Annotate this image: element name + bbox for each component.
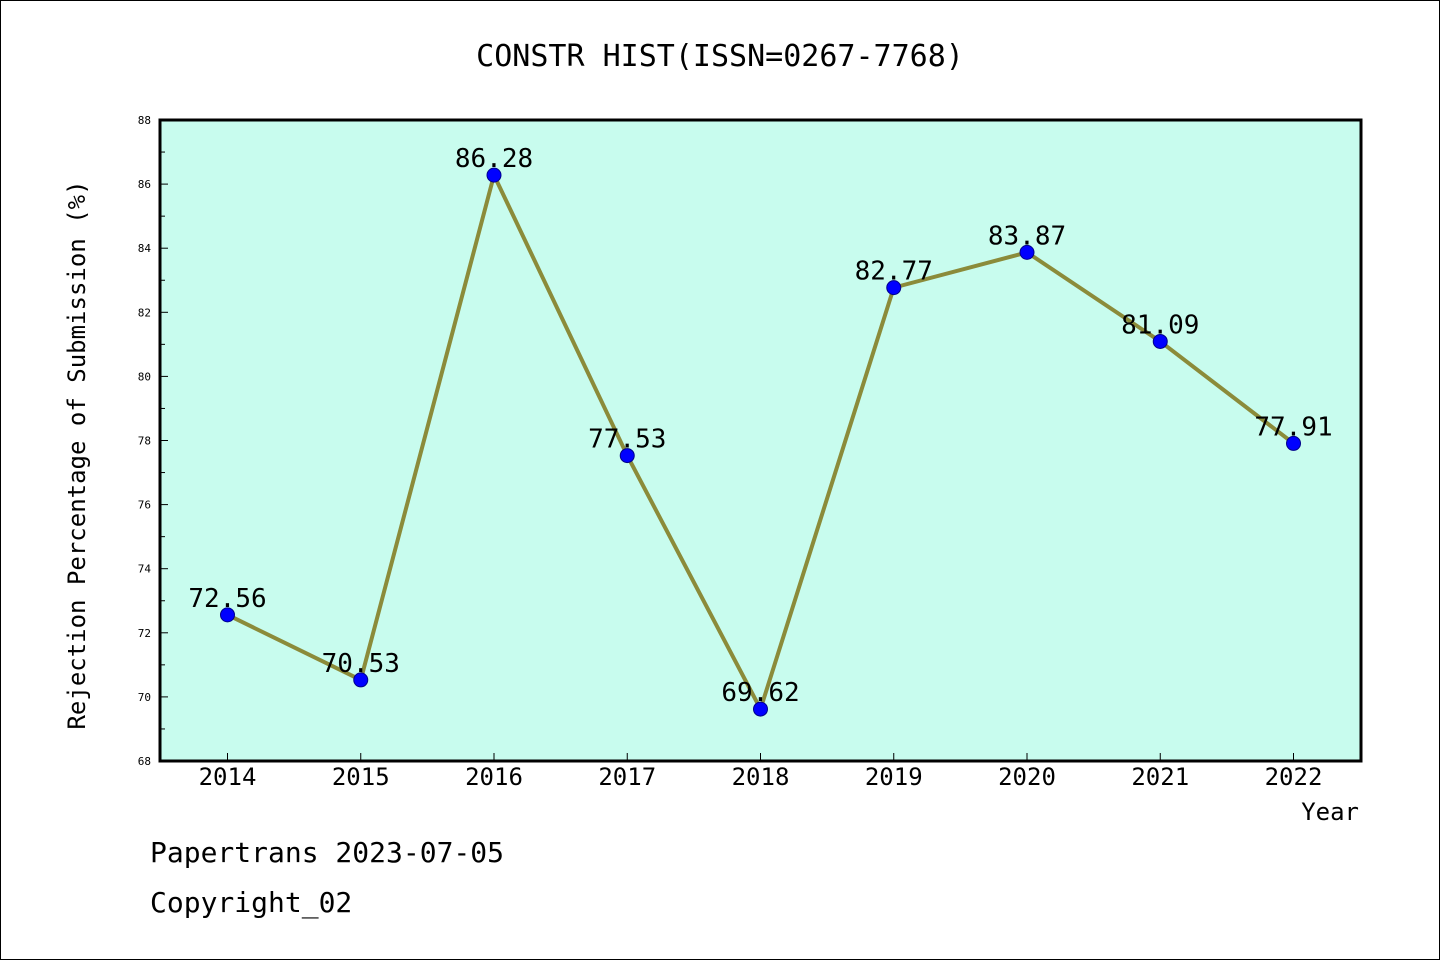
y-tick-label: 84 (138, 242, 152, 255)
x-axis: 2014 2015 2016 2017 2018 2019 2020 2021 2022 (199, 753, 1323, 791)
data-label: 70.53 (322, 649, 400, 679)
data-point (1019, 244, 1035, 260)
data-label: 72.56 (188, 584, 266, 614)
data-point (886, 280, 902, 296)
footer-date: Papertrans 2023-07-05 (150, 836, 505, 869)
data-point (753, 701, 768, 717)
data-label: 81.09 (1121, 310, 1199, 340)
y-tick-label: 74 (138, 563, 152, 576)
x-tick-label: 2016 (465, 763, 523, 791)
y-tick-label: 76 (138, 499, 151, 512)
data-point (1286, 435, 1301, 451)
x-tick-label: 2022 (1265, 763, 1323, 791)
x-tick-label: 2021 (1131, 763, 1189, 791)
data-point (619, 448, 635, 464)
y-tick-label: 80 (138, 370, 151, 383)
x-tick-label: 2020 (998, 763, 1056, 791)
data-label: 83.87 (988, 221, 1066, 251)
data-label: 82.77 (855, 257, 933, 287)
y-tick-label: 72 (138, 627, 151, 640)
y-tick-label: 88 (138, 114, 151, 127)
x-tick-label: 2018 (732, 763, 790, 791)
y-axis: 68 70 72 74 76 78 80 82 84 86 88 (138, 114, 168, 768)
data-point (1152, 333, 1168, 349)
chart-title: CONSTR HIST(ISSN=0267-7768) (476, 39, 964, 74)
y-tick-label: 68 (138, 755, 151, 768)
x-tick-label: 2015 (332, 763, 390, 791)
series: 72.56 70.53 86.28 77.53 69.62 82.77 83.87 81.09… (188, 144, 1333, 717)
data-label: 69.62 (721, 678, 799, 708)
data-point (353, 672, 369, 688)
data-label: 77.53 (588, 425, 666, 455)
y-tick-label: 78 (138, 435, 151, 448)
y-tick-label: 86 (138, 178, 151, 191)
y-axis-label: Rejection Percentage of Submission (%) (63, 180, 91, 729)
x-axis-label: Year (1301, 798, 1359, 826)
data-label: 77.91 (1254, 412, 1332, 442)
plot-area (158, 118, 1363, 763)
footer-copyright: Copyright_02 (150, 886, 353, 919)
data-point (486, 167, 502, 183)
x-tick-label: 2017 (598, 763, 656, 791)
y-tick-label: 70 (138, 691, 151, 704)
data-point (220, 607, 235, 623)
data-label: 86.28 (455, 144, 533, 174)
x-tick-label: 2014 (199, 763, 257, 791)
y-tick-label: 82 (138, 306, 151, 319)
x-tick-label: 2019 (865, 763, 923, 791)
